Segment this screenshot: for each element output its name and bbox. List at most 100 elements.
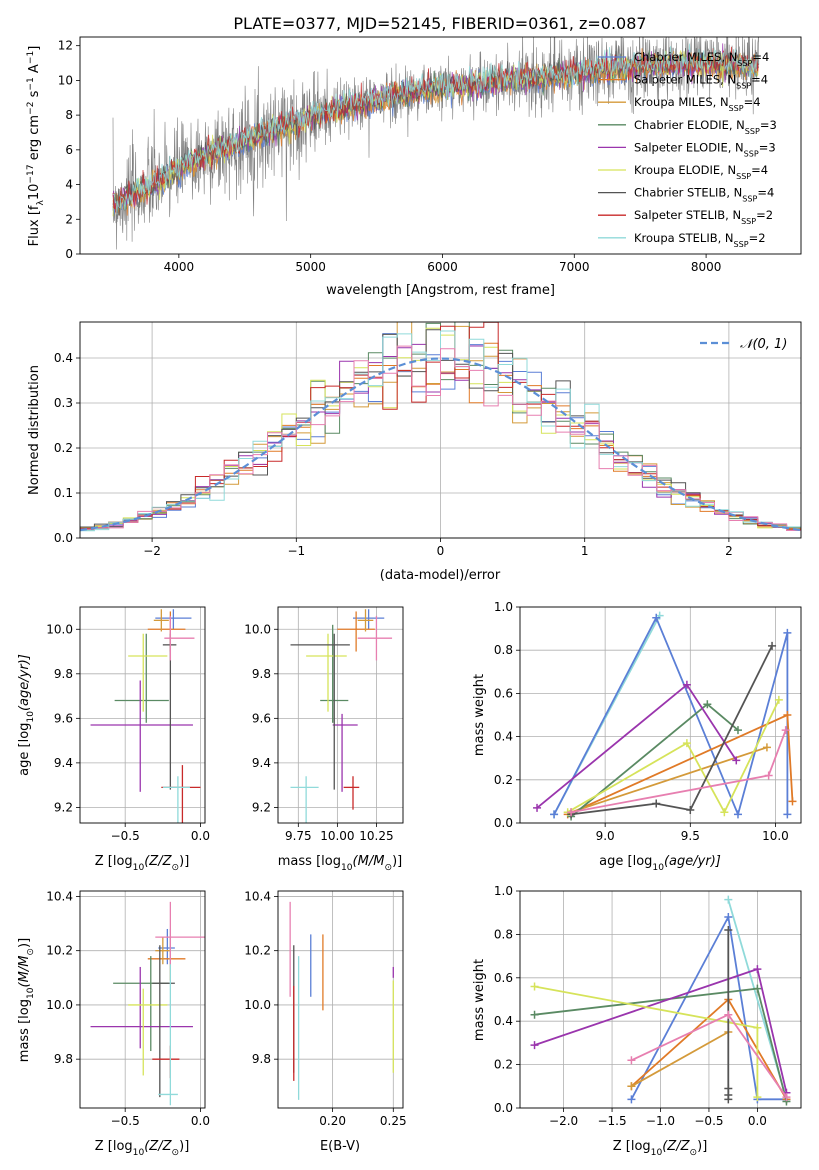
errorbar-point bbox=[337, 611, 375, 652]
x-tick-label: 4000 bbox=[164, 260, 195, 274]
mass-weight-series bbox=[570, 645, 773, 816]
y-tick-label: 10.0 bbox=[244, 998, 271, 1012]
x-tick-label: −0.5 bbox=[111, 1114, 140, 1128]
legend-entry: Chabrier MILES, NSSP=4 bbox=[634, 50, 769, 68]
y-tick-label: 12 bbox=[58, 39, 73, 53]
mass-weight-marker bbox=[724, 913, 733, 922]
y-tick-label: 9.4 bbox=[252, 756, 271, 770]
x-tick-label: 5000 bbox=[295, 260, 326, 274]
legend-entry: Kroupa MILES, NSSP=4 bbox=[634, 95, 761, 113]
y-tick-label: 0.0 bbox=[494, 816, 513, 830]
errorbar-point bbox=[152, 1045, 180, 1079]
mass-weight-marker bbox=[627, 1082, 636, 1091]
x-axis-label: Z [log10(Z/Z⊙)] bbox=[613, 1139, 708, 1158]
y-tick-label: 10.0 bbox=[46, 622, 73, 636]
mass-weight-marker bbox=[682, 739, 691, 748]
x-tick-label: −1.5 bbox=[597, 1114, 626, 1128]
y-tick-label: 10.2 bbox=[244, 944, 271, 958]
y-tick-label: 9.8 bbox=[54, 1052, 73, 1066]
mass-weight-marker bbox=[530, 982, 539, 991]
x-tick-label: 0.20 bbox=[319, 1114, 346, 1128]
y-tick-label: 0.6 bbox=[494, 686, 513, 700]
mass-weight-marker bbox=[720, 808, 729, 817]
mass-weight-marker bbox=[652, 613, 661, 622]
errorbar-point bbox=[306, 633, 347, 712]
y-tick-label: 10.4 bbox=[46, 889, 73, 903]
y-axis-label: age [log10(age/yr)] bbox=[17, 654, 36, 776]
y-tick-label: 10.4 bbox=[244, 889, 271, 903]
mass-weight-marker bbox=[753, 1093, 762, 1102]
mass-weight-series bbox=[630, 1031, 729, 1088]
mass-weight-series bbox=[553, 615, 789, 818]
plot-area bbox=[289, 901, 394, 1100]
x-tick-label: 9.75 bbox=[285, 829, 312, 843]
plot-area bbox=[90, 901, 205, 1106]
y-tick-label: 0.0 bbox=[494, 1101, 513, 1115]
y-tick-label: 0.6 bbox=[494, 971, 513, 985]
x-tick-label: 10.25 bbox=[359, 829, 393, 843]
errorbar-point bbox=[164, 615, 195, 661]
x-tick-label: 9.5 bbox=[681, 829, 700, 843]
legend-entry: Salpeter ELODIE, NSSP=3 bbox=[634, 140, 776, 158]
x-tick-label: −2.0 bbox=[549, 1114, 578, 1128]
plot-area bbox=[530, 895, 791, 1106]
y-tick-label: 9.8 bbox=[252, 667, 271, 681]
y-axis-label: mass weight bbox=[472, 959, 487, 1041]
mass-weight-marker bbox=[753, 965, 762, 974]
x-tick-label: −1 bbox=[287, 544, 305, 558]
mass-weight-marker bbox=[732, 756, 741, 765]
axes-frame bbox=[79, 606, 206, 824]
mass-weight-marker bbox=[733, 810, 742, 819]
x-axis-label: wavelength [Angstrom, rest frame] bbox=[326, 283, 555, 298]
y-tick-label: 1.0 bbox=[494, 884, 513, 898]
legend-entry: Salpeter MILES, NSSP=4 bbox=[634, 73, 768, 91]
y-tick-label: 10.0 bbox=[244, 622, 271, 636]
y-tick-label: 0.2 bbox=[494, 773, 513, 787]
mass-weight-marker bbox=[550, 810, 559, 819]
axes-frame bbox=[79, 890, 206, 1109]
errorbar-point bbox=[353, 609, 385, 630]
x-tick-label: 2 bbox=[725, 544, 733, 558]
mass-weight-marker bbox=[783, 711, 792, 719]
mass-vs-Z-panel: −0.5 0.0 9.8 10.0 10.2 10.4 Z [log10(Z/Z⊙)] mas… bbox=[17, 889, 210, 1158]
y-tick-label: 9.2 bbox=[252, 800, 271, 814]
x-tick-label: 1 bbox=[581, 544, 589, 558]
mass-weight-series bbox=[567, 713, 794, 816]
x-tick-label: 0.0 bbox=[748, 1114, 767, 1128]
mass-weight-marker bbox=[783, 810, 792, 819]
errorbar-point bbox=[290, 776, 319, 823]
mass-weight-marker bbox=[533, 803, 542, 812]
residuals-panel: −2 −1 0 1 2 0.0 0.1 0.2 0.3 0.4 (data-model)/error… bbox=[27, 321, 802, 583]
x-tick-label: 0 bbox=[437, 544, 445, 558]
y-tick-label: 0 bbox=[65, 247, 73, 261]
x-tick-label: 9.0 bbox=[596, 829, 615, 843]
errorbar-point bbox=[332, 713, 358, 792]
mass-weight-marker bbox=[753, 984, 762, 993]
model-fit-line bbox=[112, 47, 759, 216]
mass-weight-marker bbox=[682, 680, 691, 689]
errorbar-point bbox=[357, 615, 393, 661]
errorbar-point bbox=[162, 633, 177, 790]
age-vs-Z-panel: −0.5 0.0 9.2 9.4 9.6 9.8 10.0 Z [log10(Z/Z⊙)] ag… bbox=[17, 606, 210, 873]
axes-frame bbox=[79, 321, 802, 539]
mass-weight-marker bbox=[782, 1093, 791, 1102]
x-tick-label: −1.0 bbox=[646, 1114, 675, 1128]
y-tick-label: 4 bbox=[65, 178, 73, 192]
x-axis-label: age [log10(age/yr)] bbox=[599, 854, 721, 873]
y-tick-label: 9.4 bbox=[54, 756, 73, 770]
mass-weight-marker bbox=[627, 1095, 636, 1104]
x-tick-label: 10.00 bbox=[320, 829, 354, 843]
mass-weight-marker bbox=[567, 808, 576, 817]
mass-weight-series bbox=[570, 729, 787, 814]
mass-weight-marker bbox=[788, 797, 797, 806]
weight-vs-Z-panel: −2.0 −1.5 −1.0 −0.5 0.0 0.0 0.2 0.4 0.6 0.8 1.0 Z [… bbox=[472, 884, 802, 1158]
x-tick-label: 0.0 bbox=[191, 829, 210, 843]
legend-entry: Salpeter STELIB, NSSP=2 bbox=[634, 208, 773, 226]
plot-area bbox=[112, 37, 760, 250]
axes-frame bbox=[277, 606, 404, 824]
y-tick-label: 9.6 bbox=[54, 711, 73, 725]
mass-weight-marker bbox=[768, 641, 777, 650]
y-tick-label: 0.0 bbox=[54, 531, 73, 545]
axes-frame bbox=[519, 890, 802, 1109]
